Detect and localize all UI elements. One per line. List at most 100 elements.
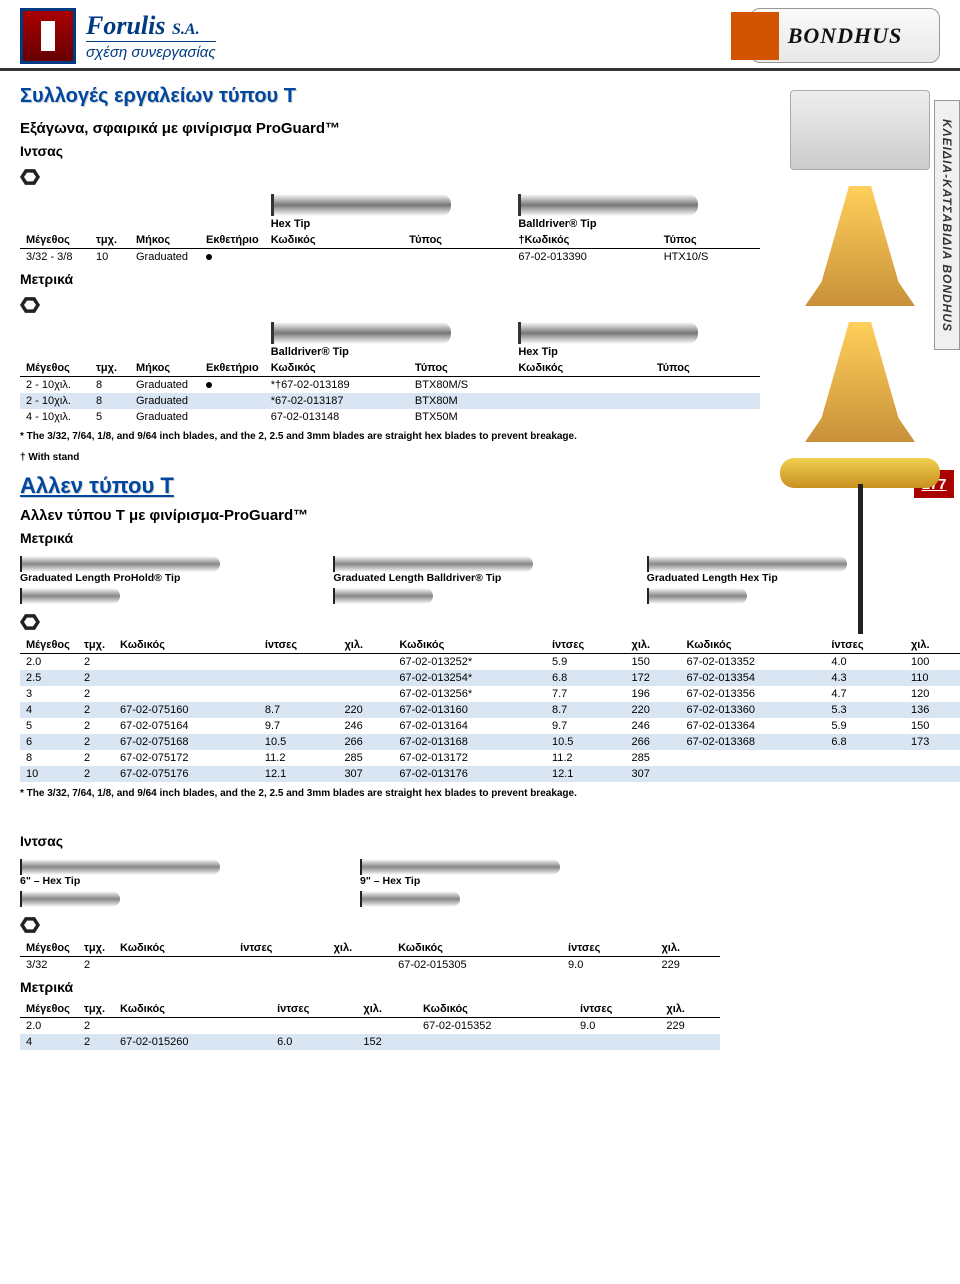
- col-in: ίντσες: [825, 637, 905, 654]
- catalog-table-hex-mm: Μέγεθος τμχ. Κωδικός ίντσες χιλ. Κωδικός…: [20, 1001, 720, 1050]
- tip-image: [20, 556, 220, 572]
- col-in: ίντσες: [259, 637, 339, 654]
- col-size: Μέγεθος: [20, 940, 78, 957]
- table-row: 10267-02-07517612.130767-02-01317612.130…: [20, 766, 960, 782]
- tip-image: [20, 891, 120, 907]
- col-type: Τύπος: [403, 232, 512, 249]
- col-size: Μέγεθος: [20, 360, 90, 377]
- page-header: Forulis S.A. σχέση συνεργασίας BONDHUS: [0, 0, 960, 68]
- col-mm: χιλ.: [338, 637, 393, 654]
- tip-image-ball: [518, 194, 698, 216]
- brand-name: Forulis S.A.: [86, 11, 216, 41]
- tip-label: Hex Tip: [271, 218, 311, 230]
- tip-image: [333, 556, 533, 572]
- bullet-icon: [206, 382, 212, 388]
- col-display: Εκθετήριο: [200, 232, 265, 249]
- table-row: 3/32267-02-0153059.0229: [20, 957, 720, 974]
- col-length: Μήκος: [130, 360, 200, 377]
- col-size: Μέγεθος: [20, 637, 78, 654]
- unit-label-inches: Ιντσας: [20, 833, 940, 849]
- tip-label: Balldriver® Tip: [518, 218, 596, 230]
- tip-image: [360, 891, 460, 907]
- bullet-icon: [206, 254, 212, 260]
- col-code: Κωδικός: [265, 232, 403, 249]
- catalog-table-hex-in: Μέγεθος τμχ. Κωδικός ίντσες χιλ. Κωδικός…: [20, 940, 720, 973]
- tip-label: Graduated Length ProHold® Tip: [20, 572, 313, 584]
- star-icon: [731, 12, 779, 60]
- header-divider: [0, 68, 960, 71]
- col-mm: χιλ.: [626, 637, 681, 654]
- hex-icon: [20, 916, 40, 934]
- col-mm: χιλ.: [905, 637, 960, 654]
- tip-image: [647, 588, 747, 604]
- catalog-table-inches: Hex Tip Balldriver® Tip Μέγεθος τμχ. Μήκ…: [20, 192, 760, 265]
- table-row: 8267-02-07517211.228567-02-01317211.2285: [20, 750, 960, 766]
- col-qty: τμχ.: [78, 1001, 114, 1018]
- product-photo: [790, 90, 930, 170]
- table-row: 2.5267-02-013254*6.817267-02-0133544.311…: [20, 670, 960, 686]
- col-code-t: †Κωδικός: [512, 232, 657, 249]
- col-mm: χιλ.: [655, 940, 720, 957]
- product-stand-photo: [805, 186, 915, 306]
- col-in: ίντσες: [546, 637, 626, 654]
- col-code: Κωδικός: [681, 637, 826, 654]
- table-row: 2.0267-02-013252*5.915067-02-0133524.010…: [20, 654, 960, 671]
- col-code: Κωδικός: [265, 360, 409, 377]
- hex-icon: [20, 613, 40, 631]
- col-mm: χιλ.: [357, 1001, 417, 1018]
- tip-image-hex: [518, 322, 698, 344]
- col-code: Κωδικός: [114, 1001, 271, 1018]
- footnote: * The 3/32, 7/64, 1/8, and 9/64 inch bla…: [20, 788, 940, 799]
- table-row: 4267-02-0152606.0152: [20, 1034, 720, 1050]
- col-qty: τμχ.: [90, 360, 130, 377]
- col-type: Τύπος: [651, 360, 760, 377]
- tip-label: Hex Tip: [518, 346, 558, 358]
- tip-image: [333, 588, 433, 604]
- table-row: 4267-02-0751608.722067-02-0131608.722067…: [20, 702, 960, 718]
- col-in: ίντσες: [234, 940, 327, 957]
- col-code: Κωδικός: [114, 940, 234, 957]
- col-in: ίντσες: [562, 940, 655, 957]
- tip-label: 9" – Hex Tip: [360, 875, 640, 887]
- brand-block: Forulis S.A. σχέση συνεργασίας: [20, 8, 216, 64]
- col-display: Εκθετήριο: [200, 360, 265, 377]
- col-qty: τμχ.: [90, 232, 130, 249]
- brand-suffix: S.A.: [172, 21, 200, 38]
- col-in: ίντσες: [271, 1001, 357, 1018]
- col-code: Κωδικός: [417, 1001, 574, 1018]
- col-size: Μέγεθος: [20, 1001, 78, 1018]
- col-in: ίντσες: [574, 1001, 660, 1018]
- tip-image: [360, 859, 560, 875]
- tip-label: Balldriver® Tip: [271, 346, 349, 358]
- col-type: Τύπος: [409, 360, 512, 377]
- col-code: Κωδικός: [393, 637, 546, 654]
- table-row: 3/32 - 3/810Graduated 67-02-013390HTX10/…: [20, 249, 760, 266]
- brand-logo-icon: [20, 8, 76, 64]
- catalog-table-allen-mm: Μέγεθος τμχ. Κωδικός ίντσες χιλ. Κωδικός…: [20, 637, 960, 782]
- brand-text: Forulis: [86, 11, 166, 40]
- tip-image: [20, 859, 220, 875]
- col-size: Μέγεθος: [20, 232, 90, 249]
- table-row: 2.0267-02-0153529.0229: [20, 1018, 720, 1035]
- col-code: Κωδικός: [512, 360, 650, 377]
- tip-image: [20, 588, 120, 604]
- col-type: Τύπος: [658, 232, 760, 249]
- table-row: 2 - 10χιλ.8Graduated*†67-02-013189BTX80M…: [20, 377, 760, 394]
- col-length: Μήκος: [130, 232, 200, 249]
- unit-label-metric: Μετρικά: [20, 979, 940, 995]
- table-row: 5267-02-0751649.724667-02-0131649.724667…: [20, 718, 960, 734]
- col-mm: χιλ.: [660, 1001, 720, 1018]
- col-code: Κωδικός: [114, 637, 259, 654]
- vendor-logo: BONDHUS: [750, 8, 940, 63]
- catalog-table-metric: Balldriver® Tip Hex Tip Μέγεθος τμχ. Μήκ…: [20, 320, 760, 425]
- table-row: 4 - 10χιλ.5Graduated67-02-013148BTX50M: [20, 409, 760, 425]
- vendor-name: BONDHUS: [788, 23, 903, 49]
- product-images-column: [770, 90, 950, 638]
- hex-icon: [20, 168, 40, 186]
- tip-image-hex: [271, 194, 451, 216]
- tip-image-ball: [271, 322, 451, 344]
- col-qty: τμχ.: [78, 637, 114, 654]
- product-stand-photo: [805, 322, 915, 442]
- table-row: 3267-02-013256*7.719667-02-0133564.7120: [20, 686, 960, 702]
- hex-icon: [20, 296, 40, 314]
